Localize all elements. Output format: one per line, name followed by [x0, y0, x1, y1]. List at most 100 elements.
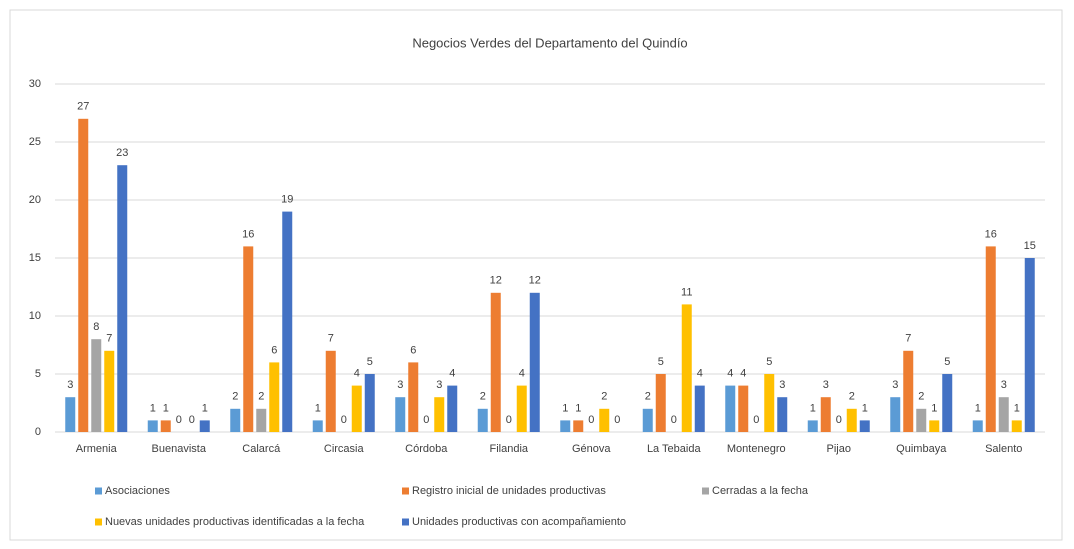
data-label: 4 [449, 368, 455, 380]
data-label: 16 [242, 228, 254, 240]
bar [160, 420, 171, 432]
data-label: 3 [397, 379, 403, 391]
x-tick-label: Circasia [324, 443, 365, 455]
data-label: 3 [1001, 379, 1007, 391]
bar [560, 420, 571, 432]
data-label: 4 [519, 368, 525, 380]
legend-swatch [402, 518, 409, 526]
bar [599, 408, 610, 432]
bar [78, 118, 89, 433]
data-label: 1 [202, 402, 208, 414]
chart-border [9, 9, 1063, 541]
bar [985, 246, 996, 432]
data-label: 2 [258, 391, 264, 403]
data-label: 3 [779, 379, 785, 391]
data-label: 0 [614, 414, 620, 426]
data-label: 15 [1024, 240, 1036, 252]
data-label: 4 [727, 368, 733, 380]
x-tick-label: Génova [572, 443, 611, 455]
data-label: 5 [944, 356, 950, 368]
data-label: 6 [271, 344, 277, 356]
bar [1011, 420, 1022, 432]
data-label: 2 [645, 391, 651, 403]
data-label: 1 [562, 402, 568, 414]
data-label: 5 [658, 356, 664, 368]
legend-swatch [702, 487, 709, 495]
bar [642, 408, 653, 432]
bar [738, 385, 749, 432]
data-label: 1 [150, 402, 156, 414]
data-label: 0 [189, 414, 195, 426]
data-label: 3 [823, 379, 829, 391]
bar [1024, 258, 1035, 432]
legend-label: Registro inicial de unidades productivas [412, 485, 606, 497]
bar [351, 385, 362, 432]
x-tick-label: La Tebaida [647, 443, 702, 455]
x-tick-label: Quimbaya [896, 443, 947, 455]
data-label: 7 [328, 333, 334, 345]
data-label: 3 [67, 379, 73, 391]
data-label: 5 [367, 356, 373, 368]
bar [447, 385, 458, 432]
x-tick-label: Buenavista [152, 443, 207, 455]
data-label: 4 [697, 368, 703, 380]
data-label: 12 [490, 275, 502, 287]
legend-label: Asociaciones [105, 485, 170, 497]
data-label: 0 [588, 414, 594, 426]
bar [325, 350, 336, 432]
data-label: 5 [766, 356, 772, 368]
data-label: 16 [985, 228, 997, 240]
bar [395, 397, 406, 432]
data-label: 0 [423, 414, 429, 426]
bar [777, 397, 788, 432]
data-label: 3 [892, 379, 898, 391]
data-label: 7 [106, 333, 112, 345]
data-label: 2 [601, 391, 607, 403]
legend-label: Nuevas unidades productivas identificada… [105, 516, 365, 528]
bar [65, 397, 76, 432]
y-tick-label: 5 [35, 368, 41, 380]
bar [859, 420, 870, 432]
bar [490, 292, 501, 432]
x-tick-label: Montenegro [727, 443, 786, 455]
bar [364, 374, 375, 432]
bar [903, 350, 914, 432]
legend-swatch [95, 487, 102, 495]
bar [199, 420, 210, 432]
data-label: 2 [918, 391, 924, 403]
bar [890, 397, 901, 432]
legend-label: Unidades productivas con acompañamiento [412, 516, 626, 528]
bar [477, 408, 488, 432]
data-label: 1 [315, 402, 321, 414]
y-tick-label: 0 [35, 426, 41, 438]
bar [573, 420, 584, 432]
data-label: 3 [436, 379, 442, 391]
data-label: 27 [77, 101, 89, 113]
data-label: 6 [410, 344, 416, 356]
data-label: 1 [575, 402, 581, 414]
bar [243, 246, 254, 432]
bar [312, 420, 323, 432]
bar [269, 362, 280, 432]
x-tick-label: Calarcá [242, 443, 281, 455]
data-label: 1 [810, 402, 816, 414]
bar [694, 385, 705, 432]
legend-swatch [402, 487, 409, 495]
bar [256, 408, 267, 432]
data-label: 0 [341, 414, 347, 426]
y-tick-label: 30 [29, 78, 41, 90]
bar [972, 420, 983, 432]
data-label: 19 [281, 194, 293, 206]
data-label: 23 [116, 147, 128, 159]
bar [807, 420, 818, 432]
legend-swatch [95, 518, 102, 526]
bar [916, 408, 927, 432]
bar [529, 292, 540, 432]
bar [764, 374, 775, 432]
bar [942, 374, 953, 432]
bar [282, 211, 293, 432]
bar [929, 420, 940, 432]
bar [230, 408, 241, 432]
x-tick-label: Salento [985, 443, 1022, 455]
bar [91, 339, 102, 432]
